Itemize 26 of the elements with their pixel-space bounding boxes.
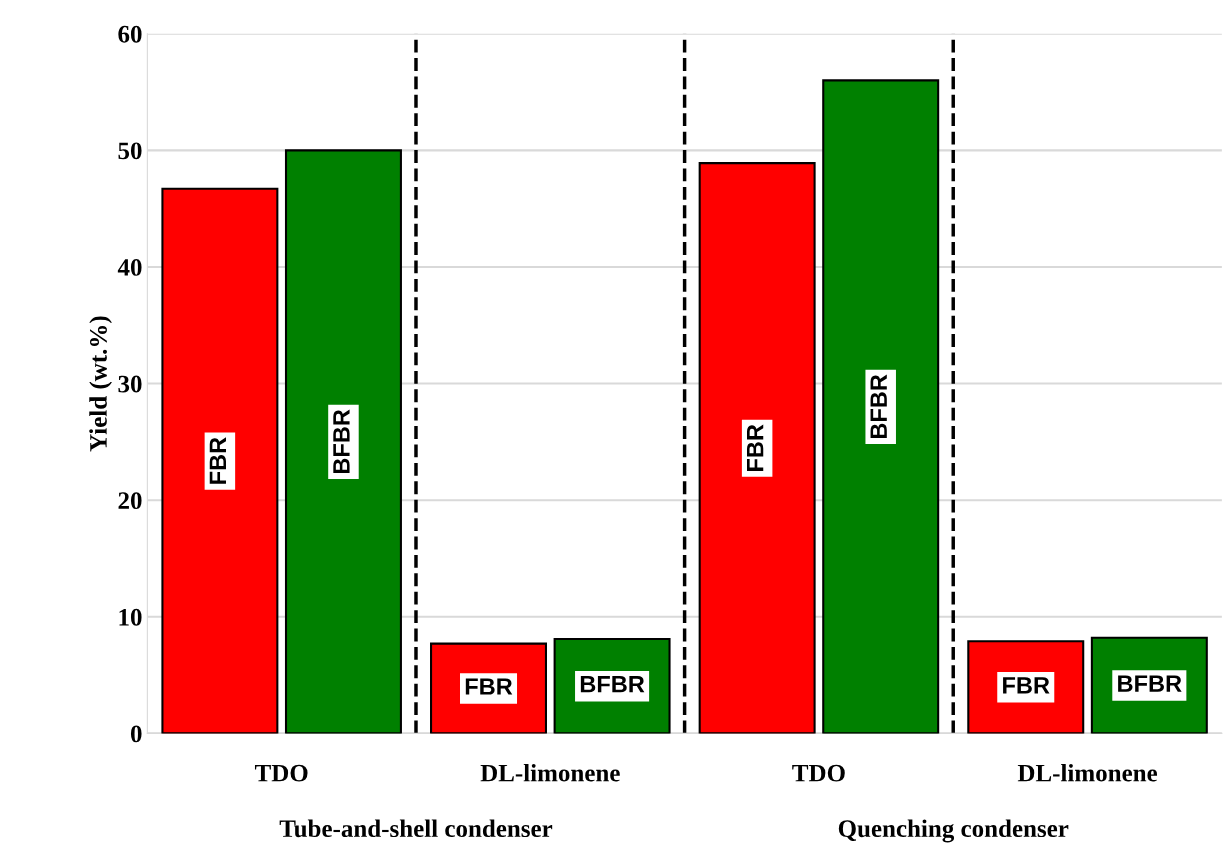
text: BFBR [580, 676, 645, 693]
y-tick-label: 0 [130, 725, 142, 743]
text: FBR [747, 424, 764, 471]
text: BFBR [333, 409, 350, 474]
text: FBR [1003, 677, 1050, 694]
bar [698, 162, 816, 734]
bar [822, 79, 940, 734]
x-tick-label: TDO [792, 764, 845, 782]
y-tick-label: 40 [117, 259, 142, 276]
bar [161, 187, 279, 734]
text: Tube-and-shell condenser [279, 819, 553, 838]
text: BFBR [870, 374, 887, 439]
series-label: BFBR [1118, 675, 1182, 692]
y-tick-label: 10 [119, 608, 142, 626]
y-axis-title: Yield (wt.%) [89, 316, 112, 452]
text: Quenching condenser [838, 819, 1069, 843]
text: FBR [209, 437, 226, 484]
series-label: FBR [465, 678, 513, 695]
y-tick-label: 60 [118, 25, 142, 43]
y-tick-label: 50 [118, 142, 142, 160]
x-tick-label: TDO [254, 764, 308, 782]
y-tick-label: 30 [118, 375, 142, 393]
x-tick-label: DL-limonene [1017, 763, 1158, 782]
y-tick-label: 20 [118, 492, 142, 510]
x-tick-label: DL-limonene [480, 763, 620, 782]
bar [284, 149, 402, 734]
